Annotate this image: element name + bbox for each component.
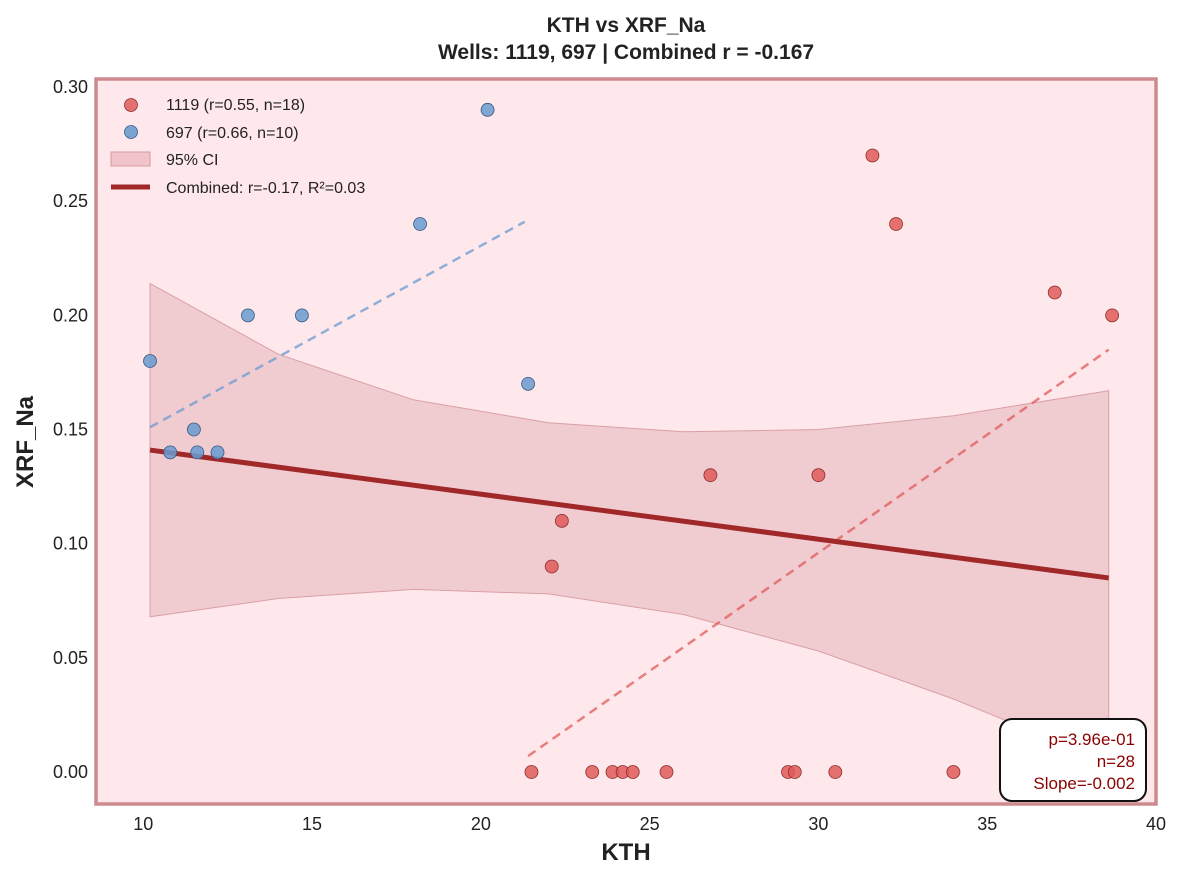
point-1119 xyxy=(865,148,880,163)
x-tick-label: 35 xyxy=(977,814,997,834)
y-tick-label: 0.05 xyxy=(53,648,88,668)
point-697 xyxy=(480,102,495,117)
x-tick-label: 25 xyxy=(640,814,660,834)
x-tick-label: 20 xyxy=(471,814,491,834)
point-697 xyxy=(241,308,255,323)
y-axis-ticks: 0.00 0.05 0.10 0.15 0.20 0.25 0.30 xyxy=(53,77,88,782)
legend: 1119 (r=0.55, n=18) 697 (r=0.66, n=10) 9… xyxy=(110,97,365,197)
legend-label-697: 697 (r=0.66, n=10) xyxy=(166,125,299,142)
stats-slope: Slope=-0.002 xyxy=(1033,774,1135,793)
point-1119 xyxy=(811,468,826,483)
point-1119 xyxy=(889,217,903,231)
point-1119 xyxy=(1047,285,1062,300)
stats-n: n=28 xyxy=(1097,752,1135,771)
point-1119 xyxy=(554,513,569,528)
point-1119 xyxy=(544,559,559,574)
stats-p-value: p=3.96e-01 xyxy=(1049,730,1136,749)
y-axis-label: XRF_Na xyxy=(12,395,39,488)
point-1119 xyxy=(946,765,961,779)
legend-label-ci: 95% CI xyxy=(166,152,218,169)
x-tick-label: 30 xyxy=(808,814,828,834)
point-697 xyxy=(521,376,536,391)
point-1119 xyxy=(828,765,843,779)
y-tick-label: 0.30 xyxy=(53,77,88,97)
point-697 xyxy=(295,308,309,323)
point-697 xyxy=(190,445,205,460)
legend-marker-697 xyxy=(124,125,138,139)
point-697 xyxy=(163,445,178,460)
legend-label-1119: 1119 (r=0.55, n=18) xyxy=(166,97,305,114)
point-1119 xyxy=(524,765,539,779)
stats-box: p=3.96e-01 n=28 Slope=-0.002 xyxy=(999,718,1147,802)
y-tick-label: 0.10 xyxy=(53,534,88,554)
point-1119 xyxy=(703,468,718,483)
point-1119 xyxy=(585,765,600,779)
x-axis-ticks: 10 15 20 25 30 35 40 xyxy=(133,814,1166,834)
trend-line-697 xyxy=(149,220,526,429)
trend-line-1119 xyxy=(527,348,1110,758)
combined-fit-line xyxy=(149,447,1110,581)
y-tick-label: 0.00 xyxy=(53,762,88,782)
point-697 xyxy=(143,354,157,368)
point-697 xyxy=(210,445,225,460)
x-axis-label: KTH xyxy=(601,839,650,866)
chart-title: KTH vs XRF_Na xyxy=(547,14,706,37)
point-1119 xyxy=(659,765,674,779)
y-tick-label: 0.20 xyxy=(53,305,88,325)
chart-subtitle: Wells: 1119, 697 | Combined r = -0.167 xyxy=(438,41,814,64)
legend-label-combined: Combined: r=-0.17, R²=0.03 xyxy=(166,180,365,197)
plot-frame xyxy=(94,77,1158,806)
points-layer xyxy=(143,102,1120,779)
point-1119 xyxy=(625,765,640,779)
point-697 xyxy=(413,217,427,231)
x-tick-label: 40 xyxy=(1146,814,1166,834)
y-tick-label: 0.25 xyxy=(53,191,88,211)
stats-box-frame xyxy=(999,718,1147,802)
x-tick-label: 15 xyxy=(302,814,322,834)
x-tick-label: 10 xyxy=(133,814,153,834)
trend-lines-layer xyxy=(149,220,1110,758)
legend-marker-1119 xyxy=(124,98,138,112)
y-tick-label: 0.15 xyxy=(53,420,88,440)
point-697 xyxy=(186,422,201,437)
legend-ci-swatch xyxy=(110,151,151,167)
point-1119 xyxy=(1105,308,1120,323)
point-1119 xyxy=(787,765,802,779)
